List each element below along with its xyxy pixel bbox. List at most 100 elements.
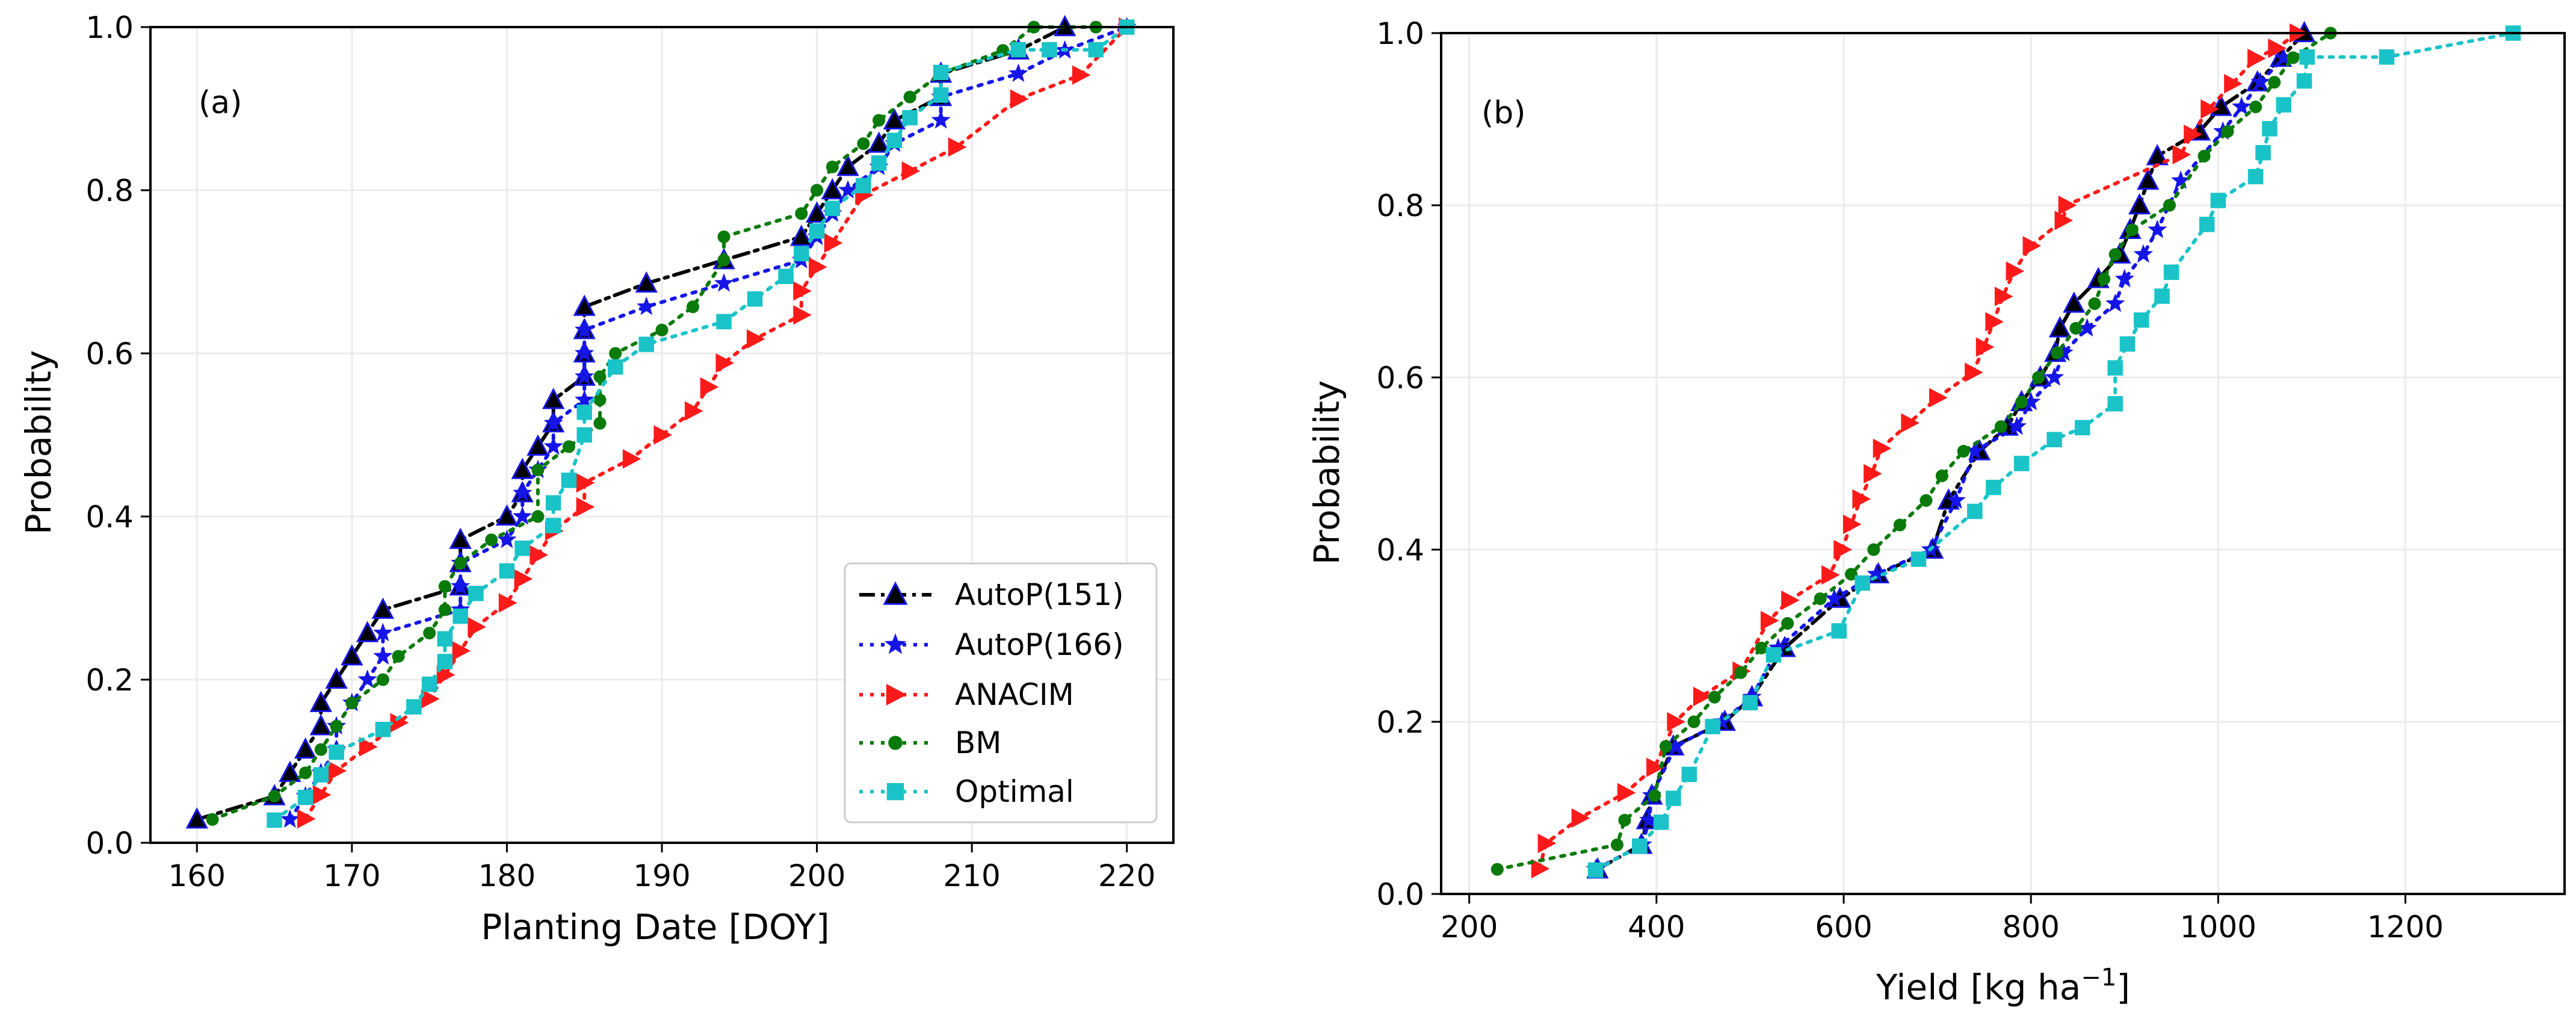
data-point <box>576 497 595 517</box>
data-point <box>607 359 623 375</box>
data-point <box>575 366 595 385</box>
data-point <box>790 225 813 246</box>
legend-marker <box>886 783 904 801</box>
data-point <box>2105 293 2125 312</box>
y-tick-label: 0.8 <box>85 173 134 208</box>
data-point <box>1490 863 1504 876</box>
data-point <box>931 110 951 129</box>
data-point <box>1831 623 1847 639</box>
data-point <box>279 760 301 782</box>
data-point <box>1967 503 1983 520</box>
data-point <box>717 230 730 243</box>
data-point <box>485 533 498 547</box>
data-point <box>2107 360 2123 376</box>
data-point <box>1587 862 1604 878</box>
data-point <box>1618 813 1631 827</box>
data-point <box>811 184 824 197</box>
data-point <box>1760 610 1779 630</box>
data-point <box>423 627 436 640</box>
data-point <box>593 370 607 383</box>
data-point <box>2114 268 2134 288</box>
legend-label-autop166: AutoP(166) <box>955 627 1124 662</box>
legend-swatch-optimal <box>859 783 931 801</box>
data-point <box>1653 814 1669 830</box>
data-point <box>373 622 393 642</box>
legend-label-bm: BM <box>955 725 1001 760</box>
data-point <box>948 137 967 157</box>
data-point <box>2054 343 2074 361</box>
series-bm <box>1490 26 2337 876</box>
data-point <box>2154 288 2170 304</box>
panel-a-series-layer <box>185 14 1137 829</box>
legend-label-autop151: AutoP(151) <box>955 577 1124 612</box>
series-optimal <box>1587 25 2521 878</box>
data-point <box>2058 195 2077 216</box>
data-point <box>2247 169 2264 185</box>
x-tick-label: 1200 <box>2367 910 2444 945</box>
data-point <box>1965 441 1985 460</box>
y-tick-label: 0.8 <box>1376 188 1424 223</box>
data-point <box>1639 810 1659 829</box>
x-tick-label: 600 <box>1815 910 1872 945</box>
panel-b-y-axis-label: Probability <box>1306 380 1347 565</box>
data-point <box>530 545 548 565</box>
data-point <box>2274 47 2294 66</box>
data-point <box>357 669 377 688</box>
data-point <box>2296 73 2312 89</box>
data-point <box>514 540 530 556</box>
data-point <box>655 323 669 337</box>
data-point <box>836 155 859 176</box>
data-point <box>511 458 534 479</box>
data-point <box>826 160 839 173</box>
data-point <box>1844 568 1858 581</box>
data-point <box>1712 712 1732 730</box>
data-point <box>1708 690 1721 704</box>
data-point <box>2107 396 2123 412</box>
data-point <box>436 665 456 685</box>
data-point <box>1659 740 1672 753</box>
data-point <box>437 631 453 647</box>
data-point <box>2097 273 2111 286</box>
legend-marker <box>888 736 903 750</box>
data-point <box>341 644 363 666</box>
data-point <box>1985 312 2004 332</box>
data-point <box>1632 838 1648 854</box>
data-point <box>857 137 870 150</box>
data-point <box>794 246 809 262</box>
data-point <box>1088 42 1104 58</box>
data-point <box>1965 362 1983 382</box>
data-point <box>297 789 314 805</box>
data-point <box>576 473 595 493</box>
data-point <box>438 580 451 593</box>
data-point <box>2249 101 2262 114</box>
data-point <box>1781 590 1800 610</box>
data-point <box>375 722 391 737</box>
x-tick-label: 210 <box>943 858 1000 893</box>
data-point <box>2054 211 2074 231</box>
data-point <box>1935 469 1948 482</box>
data-point <box>2125 223 2139 237</box>
legend-swatch-bm <box>859 736 931 750</box>
data-point <box>2133 244 2154 263</box>
data-point <box>824 200 841 216</box>
data-point <box>2210 193 2226 208</box>
x-tick-label: 190 <box>633 858 690 893</box>
data-point <box>185 807 208 829</box>
data-point <box>359 737 378 757</box>
data-point <box>309 714 332 736</box>
data-point <box>513 506 533 525</box>
data-point <box>454 556 467 569</box>
x-tick-label: 170 <box>323 858 380 893</box>
data-point <box>686 300 700 314</box>
data-point <box>1867 563 1886 583</box>
data-point <box>299 766 312 780</box>
data-point <box>2299 49 2315 65</box>
data-point <box>2221 125 2234 138</box>
y-tick-label: 0.4 <box>85 500 134 535</box>
panel-a-x-axis-label: Planting Date [DOY] <box>481 907 829 948</box>
data-point <box>1842 514 1862 535</box>
data-point <box>438 603 451 616</box>
data-point <box>700 377 719 397</box>
legend-marker <box>883 581 908 605</box>
data-point <box>2232 96 2252 116</box>
